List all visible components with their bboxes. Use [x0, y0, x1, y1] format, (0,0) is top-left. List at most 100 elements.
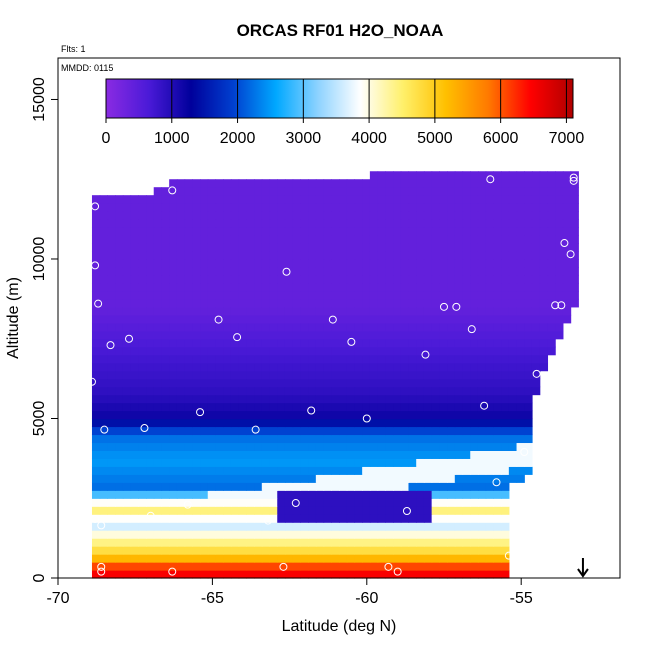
heatmap-cell: [524, 235, 533, 244]
heatmap-cell: [408, 506, 417, 515]
heatmap-cell: [377, 338, 386, 348]
heatmap-cell: [369, 298, 379, 308]
y-tick-label: 0: [31, 573, 48, 582]
heatmap-cell: [169, 235, 178, 244]
heatmap-cell: [323, 266, 332, 276]
heatmap-cell: [308, 506, 317, 515]
heatmap-cell: [215, 450, 224, 459]
heatmap-cell: [153, 466, 163, 475]
heatmap-cell: [423, 179, 433, 188]
heatmap-cell: [254, 266, 263, 276]
heatmap-cell: [447, 179, 456, 188]
heatmap-cell: [470, 482, 479, 491]
heatmap-cell: [99, 314, 109, 324]
heatmap-cell: [269, 490, 278, 499]
heatmap-cell: [308, 298, 317, 308]
heatmap-cell: [323, 482, 332, 491]
heatmap-cell: [215, 322, 224, 332]
heatmap-cell: [176, 426, 186, 436]
heatmap-cell: [385, 570, 394, 579]
colorbar-tick-label: 7000: [549, 130, 585, 147]
heatmap-cell: [377, 498, 386, 507]
heatmap-cell: [284, 251, 294, 260]
heatmap-cell: [423, 346, 433, 356]
heatmap-cell: [362, 211, 371, 220]
heatmap-cell: [91, 466, 101, 475]
heatmap-cell: [238, 426, 247, 436]
heatmap-cell: [454, 546, 464, 555]
heatmap-cell: [146, 266, 155, 276]
heatmap-cell: [431, 203, 440, 212]
heatmap-cell: [470, 458, 479, 467]
heatmap-cell: [207, 498, 217, 507]
heatmap-cell: [439, 426, 448, 436]
heatmap-cell: [439, 171, 448, 180]
heatmap-cell: [408, 314, 417, 324]
heatmap-cell: [485, 282, 494, 292]
heatmap-cell: [223, 330, 232, 340]
heatmap-cell: [362, 570, 371, 579]
heatmap-cell: [385, 322, 394, 332]
heatmap-cell: [223, 506, 232, 515]
heatmap-cell: [423, 266, 433, 276]
heatmap-cell: [176, 514, 186, 523]
sample-point: [106, 341, 115, 350]
heatmap-cell: [300, 251, 309, 260]
heatmap-cell: [184, 514, 193, 523]
heatmap-cell: [107, 458, 116, 467]
heatmap-cell: [308, 386, 317, 396]
heatmap-cell: [115, 474, 124, 483]
heatmap-cell: [331, 203, 340, 212]
heatmap-cell: [393, 171, 402, 180]
heatmap-cell: [508, 227, 518, 236]
sample-point: [97, 521, 106, 530]
heatmap-cell: [184, 203, 193, 212]
heatmap-cell: [277, 386, 286, 396]
heatmap-cell: [423, 378, 433, 388]
heatmap-cell: [539, 338, 549, 348]
heatmap-cell: [547, 314, 556, 324]
heatmap-cell: [524, 322, 533, 332]
heatmap-cell: [115, 434, 124, 444]
heatmap-cell: [115, 346, 124, 356]
heatmap-cell: [122, 274, 132, 284]
heatmap-cell: [238, 538, 247, 547]
heatmap-cell: [339, 466, 348, 475]
heatmap-cell: [99, 227, 109, 236]
heatmap-cell: [99, 386, 109, 396]
heatmap-cell: [493, 219, 502, 228]
heatmap-cell: [238, 362, 247, 372]
heatmap-cell: [153, 290, 163, 300]
heatmap-cell: [524, 458, 533, 467]
heatmap-cell: [377, 514, 386, 523]
heatmap-cell: [107, 282, 116, 292]
heatmap-cell: [200, 530, 209, 539]
heatmap-cell: [477, 466, 487, 475]
heatmap-cell: [99, 266, 109, 276]
heatmap-cell: [223, 498, 232, 507]
heatmap-cell: [230, 195, 240, 204]
heatmap-cell: [323, 243, 332, 252]
heatmap-cell: [91, 394, 101, 404]
heatmap-cell: [107, 386, 116, 396]
heatmap-cell: [385, 298, 394, 308]
sample-point: [467, 325, 476, 334]
heatmap-cell: [493, 490, 502, 499]
heatmap-cell: [493, 506, 502, 515]
heatmap-cell: [501, 378, 510, 388]
heatmap-cell: [292, 570, 301, 579]
heatmap-cell: [246, 458, 255, 467]
heatmap-cell: [423, 330, 433, 340]
heatmap-cell: [261, 386, 271, 396]
heatmap-cell: [431, 570, 440, 579]
heatmap-cell: [516, 346, 525, 356]
heatmap-cell: [261, 298, 271, 308]
heatmap-cell: [516, 235, 525, 244]
heatmap-cell: [470, 450, 479, 459]
heatmap-cell: [246, 514, 255, 523]
heatmap-cell: [470, 274, 479, 284]
heatmap-cell: [408, 434, 417, 444]
heatmap-cell: [254, 370, 263, 380]
heatmap-cell: [431, 378, 440, 388]
heatmap-cell: [454, 322, 464, 332]
